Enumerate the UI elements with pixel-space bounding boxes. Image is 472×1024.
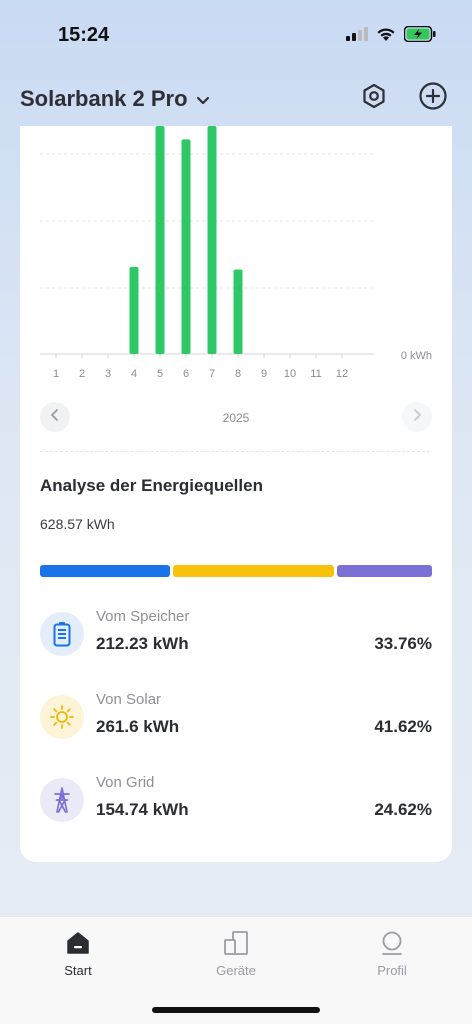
chevron-down-icon xyxy=(196,86,210,112)
app-header: Solarbank 2 Pro xyxy=(0,78,472,122)
source-name: Vom Speicher xyxy=(96,608,190,625)
chart-x-tick-label: 2 xyxy=(79,368,85,380)
year-label: 2025 xyxy=(222,411,250,425)
source-name: Von Grid xyxy=(96,774,155,791)
chart-bar[interactable] xyxy=(181,139,191,354)
home-icon xyxy=(64,929,92,957)
status-time: 15:24 xyxy=(58,24,110,46)
bottom-tab-bar: Start Geräte Profil xyxy=(0,916,472,1024)
sun-icon xyxy=(40,695,84,739)
chart-x-tick-label: 9 xyxy=(261,368,267,380)
chart-x-tick-label: 11 xyxy=(310,368,321,380)
settings-button[interactable] xyxy=(358,82,390,114)
plus-circle-icon xyxy=(418,81,448,116)
source-row-grid: Von Grid 154.74 kWh 24.62% xyxy=(40,774,432,834)
devices-icon xyxy=(222,929,250,957)
tab-geraete[interactable]: Geräte xyxy=(186,929,286,989)
device-selector[interactable]: Solarbank 2 Pro xyxy=(20,86,210,112)
source-percent: 33.76% xyxy=(374,634,432,653)
wifi-icon xyxy=(376,27,396,47)
source-row-speicher: Vom Speicher 212.23 kWh 33.76% xyxy=(40,608,432,668)
chart-bar[interactable] xyxy=(233,269,243,354)
chart-x-tick-label: 8 xyxy=(235,368,241,380)
settings-hexagon-icon xyxy=(360,82,388,115)
home-indicator xyxy=(152,1007,320,1013)
source-value: 212.23 kWh xyxy=(96,634,189,653)
chevron-left-icon xyxy=(50,408,60,427)
cellular-signal-icon xyxy=(346,27,368,46)
section-divider xyxy=(40,451,430,452)
year-navigation: 2025 xyxy=(20,398,452,438)
chart-bar[interactable] xyxy=(129,266,139,354)
chevron-right-icon xyxy=(412,408,422,427)
source-percent: 41.62% xyxy=(374,717,432,736)
status-icons xyxy=(346,25,436,47)
device-name: Solarbank 2 Pro xyxy=(20,86,188,111)
next-year-button[interactable] xyxy=(402,402,432,432)
chart-bar[interactable] xyxy=(207,126,217,354)
analysis-title: Analyse der Energiequellen xyxy=(40,476,263,495)
previous-year-button[interactable] xyxy=(40,402,70,432)
tab-label: Profil xyxy=(377,963,407,978)
chart-x-tick-label: 12 xyxy=(336,368,348,380)
chart-x-tick-label: 1 xyxy=(53,368,59,380)
chart-x-tick-label: 5 xyxy=(157,368,163,380)
chart-bar[interactable] xyxy=(155,126,165,354)
source-value: 154.74 kWh xyxy=(96,800,189,819)
tab-start[interactable]: Start xyxy=(28,929,128,989)
source-value: 261.6 kWh xyxy=(96,717,180,736)
source-row-solar: Von Solar 261.6 kWh 41.62% xyxy=(40,691,432,751)
status-bar: 15:24 xyxy=(0,0,472,70)
tab-label: Geräte xyxy=(216,963,256,978)
source-percent: 24.62% xyxy=(374,800,432,819)
tab-label: Start xyxy=(64,963,92,978)
distribution-segment-speicher xyxy=(40,565,171,577)
chart-x-tick-label: 10 xyxy=(284,368,296,380)
total-energy: 628.57 kWh xyxy=(40,516,115,532)
add-device-button[interactable] xyxy=(417,81,449,116)
energy-card: 1 2 3 4 5 6 7 8 9 10 11 12 0 kWh 2025 Analyse der En… xyxy=(20,126,452,862)
monthly-energy-chart: 1 2 3 4 5 6 7 8 9 10 11 120 kWh xyxy=(40,126,432,380)
chart-y-zero-label: 0 kWh xyxy=(401,350,432,362)
power-tower-icon xyxy=(40,778,84,822)
chart-x-tick-label: 3 xyxy=(105,368,111,380)
distribution-segment-solar xyxy=(173,565,334,577)
distribution-segment-grid xyxy=(336,565,432,577)
chart-x-tick-label: 4 xyxy=(131,368,137,380)
chart-x-tick-label: 6 xyxy=(183,368,189,380)
profile-icon xyxy=(378,929,406,957)
energy-distribution-bar xyxy=(40,565,432,577)
source-name: Von Solar xyxy=(96,691,162,708)
battery-icon xyxy=(40,612,84,656)
tab-profil[interactable]: Profil xyxy=(342,929,442,989)
chart-x-tick-label: 7 xyxy=(209,368,215,380)
battery-charging-icon xyxy=(403,25,436,47)
